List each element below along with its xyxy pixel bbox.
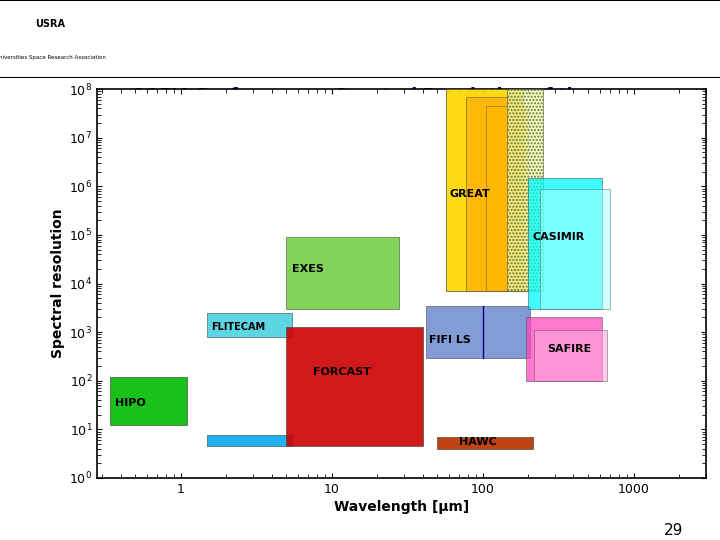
Text: SAFIRE: SAFIRE [548, 344, 592, 354]
Bar [207, 313, 292, 337]
Bar [486, 106, 528, 291]
Bar [286, 327, 423, 446]
Text: HAWC: HAWC [459, 437, 497, 447]
Bar [528, 178, 602, 309]
Bar [526, 318, 602, 381]
Bar [446, 89, 523, 291]
Bar [534, 330, 607, 381]
Bar [437, 437, 533, 449]
Bar [110, 377, 187, 426]
Bar [286, 237, 399, 309]
X-axis label: Wavelength [μm]: Wavelength [μm] [334, 500, 469, 514]
Text: FIFI LS: FIFI LS [429, 335, 471, 345]
Bar [540, 188, 610, 309]
Text: Universities Space Research Association: Universities Space Research Association [0, 55, 106, 60]
Text: CASIMIR: CASIMIR [533, 232, 585, 242]
Text: FLITECAM: FLITECAM [212, 321, 266, 332]
Text: GREAT: GREAT [449, 189, 490, 199]
Bar [507, 89, 543, 291]
Bar [426, 306, 530, 357]
Bar [467, 97, 518, 291]
Text: EXES: EXES [292, 264, 324, 274]
Text: First Generation Science Instruments: First Generation Science Instruments [176, 120, 544, 138]
Text: FORCAST: FORCAST [312, 367, 371, 377]
Y-axis label: Spectral resolution: Spectral resolution [51, 208, 65, 359]
Text: USRA: USRA [35, 19, 66, 29]
Text: 29: 29 [664, 523, 683, 538]
Text: HIPO: HIPO [115, 398, 146, 408]
Text: SOFIA Performance: Spectral Resolution of the: SOFIA Performance: Spectral Resolution o… [131, 87, 589, 105]
Bar [207, 435, 292, 446]
